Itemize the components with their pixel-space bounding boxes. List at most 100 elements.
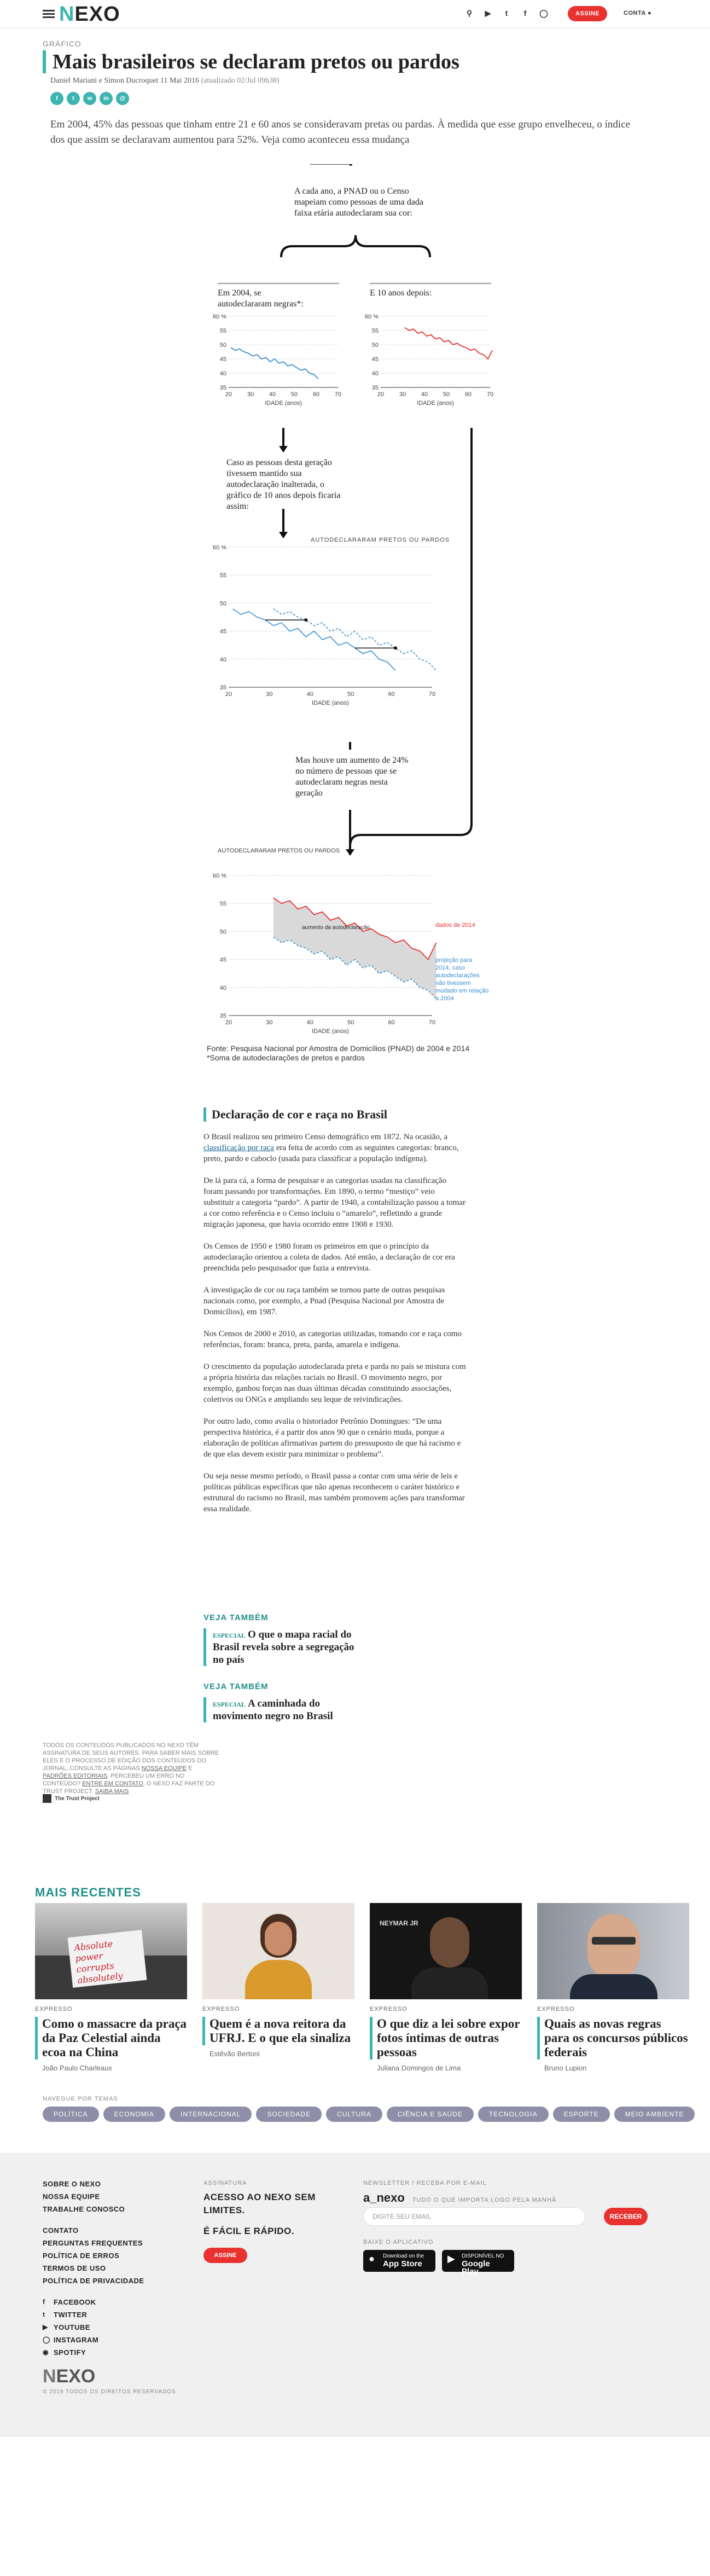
series-line [230, 347, 319, 380]
twitter-icon[interactable]: t [67, 92, 80, 105]
panel-10y-title: E 10 anos depois: [370, 288, 432, 298]
facebook-icon[interactable]: f [50, 92, 63, 105]
y-tick-label: 50 [220, 929, 226, 935]
x-tick-label: 60 [388, 1019, 394, 1026]
footer-link[interactable]: POLÍTICA DE PRIVACIDADE [43, 2277, 144, 2285]
apple-icon: ● [369, 2253, 375, 2264]
user-icon: ● [647, 10, 652, 16]
footer-link[interactable]: NOSSA EQUIPE [43, 2192, 100, 2201]
newsletter-desc: TUDO O QUE IMPORTA LOGO PELA MANHÃ [412, 2197, 557, 2203]
google-play-badge[interactable]: ▶ DISPONÍVEL NO Google Play [442, 2250, 514, 2276]
theme-pill[interactable]: TECNOLOGIA [478, 2107, 549, 2122]
instagram-icon[interactable]: ◯ [539, 8, 548, 18]
authors[interactable]: Daniel Mariani e Simon Ducroquet [50, 77, 159, 85]
trust-project-icon [43, 1794, 51, 1803]
social-label: TWITTER [54, 2311, 88, 2319]
theme-pill[interactable]: ESPORTE [552, 2107, 610, 2122]
recent-card[interactable]: EXPRESSO Quem é a nova reitora da UFRJ. … [202, 1903, 354, 2058]
paragraph-8: Ou seja nesse mesmo período, o Brasil pa… [203, 1472, 465, 1513]
theme-pill[interactable]: INTERNACIONAL [170, 2107, 252, 2122]
x-tick-label: 30 [266, 691, 272, 698]
footer-subscribe-button[interactable]: ASSINE [203, 2248, 247, 2263]
footer-logo[interactable]: NEXO [43, 2366, 96, 2387]
x-tick-label: 30 [399, 391, 406, 398]
social-twitter[interactable]: t TWITTER [43, 2308, 144, 2321]
subscribe-button[interactable]: ASSINE [568, 6, 607, 21]
contact-link[interactable]: ENTRE EM CONTATO [82, 1780, 143, 1787]
theme-pill[interactable]: ECONOMIA [103, 2107, 166, 2122]
y-tick-label: 55 [372, 328, 379, 334]
race-classification-link[interactable]: classificação por raça [203, 1144, 275, 1152]
y-tick-label: 55 [220, 572, 226, 579]
account-link[interactable]: CONTA ● [624, 10, 651, 16]
footer-link[interactable]: TERMOS DE USO [43, 2264, 106, 2272]
learn-more-link[interactable]: SAIBA MAIS [95, 1788, 129, 1795]
y-tick-label: 55 [220, 328, 226, 334]
recent-tag: EXPRESSO [202, 2006, 240, 2012]
y-tick-label: 60 % [365, 314, 379, 320]
header-icons: ⚲ ▶ t f ◯ [464, 8, 549, 19]
recent-title[interactable]: O que diz a lei sobre expor fotos íntima… [370, 2017, 522, 2059]
youtube-icon[interactable]: ▶ [485, 8, 491, 18]
footer-link[interactable]: CONTATO [43, 2226, 79, 2235]
label-projection: a 2004 [435, 995, 454, 1002]
email-icon[interactable]: @ [116, 92, 129, 105]
facebook-icon[interactable]: f [523, 9, 527, 18]
pub-date: 11 Mai 2016 [160, 77, 200, 85]
social-spotify[interactable]: ◉ SPOTIFY [43, 2346, 144, 2359]
team-link[interactable]: NOSSA EQUIPE [141, 1765, 187, 1772]
legal-text: . O NEXO FAZ PARTE DO TRUST PROJECT. [43, 1780, 215, 1795]
section-title: Declaração de cor e raça no Brasil [203, 1107, 387, 1122]
recent-title[interactable]: Como o massacre da praça da Paz Celestia… [35, 2017, 187, 2059]
social-youtube[interactable]: ▶ YOUTUBE [43, 2321, 144, 2334]
updated-date: (atualizado 02/Jul 09h38) [201, 77, 280, 85]
receive-button[interactable]: RECEBER [604, 2208, 648, 2225]
social-facebook[interactable]: f FACEBOOK [43, 2296, 144, 2308]
editorial-standards-link[interactable]: PADRÕES EDITORIAIS [43, 1773, 108, 1779]
recent-card[interactable]: NEYMAR JR EXPRESSO O que diz a lei sobre… [370, 1903, 522, 2072]
footer-link[interactable]: TRABALHE CONOSCO [43, 2205, 125, 2213]
footer-link[interactable]: POLÍTICA DE ERROS [43, 2252, 120, 2260]
recent-image[interactable]: Absolute power corrupts absolutely [35, 1903, 187, 1999]
see-also-card[interactable]: ESPECIAL O que o mapa racial do Brasil re… [203, 1628, 368, 1666]
subscription-text-2: É FÁCIL E RÁPIDO. [203, 2226, 294, 2236]
theme-pill[interactable]: MEIO AMBIENTE [614, 2107, 695, 2122]
linkedin-icon[interactable]: in [100, 92, 113, 105]
recent-card[interactable]: EXPRESSO Quais as novas regras para os c… [537, 1903, 689, 2072]
menu-icon[interactable] [43, 10, 55, 19]
paragraph-1: O Brasil realizou seu primeiro Censo dem… [203, 1132, 466, 1164]
site-footer: SOBRE O NEXO NOSSA EQUIPE TRABALHE CONOS… [0, 2153, 710, 2437]
theme-pill[interactable]: CIÊNCIA E SAÚDE [386, 2107, 474, 2122]
label-projection: 2014, caso [435, 965, 465, 971]
see-also-card[interactable]: ESPECIAL A caminhada do movimento negro n… [203, 1697, 368, 1722]
recent-image[interactable] [537, 1903, 689, 1999]
theme-pill[interactable]: CULTURA [326, 2107, 382, 2122]
whatsapp-icon[interactable]: w [83, 92, 96, 105]
social-instagram[interactable]: ◯ INSTAGRAM [43, 2334, 144, 2346]
trust-project-badge[interactable]: The Trust Project [43, 1794, 100, 1803]
twitter-icon[interactable]: t [505, 9, 508, 18]
see-also-title[interactable]: A caminhada do movimento negro no Brasil [213, 1698, 333, 1722]
footer-link[interactable]: PERGUNTAS FREQUENTES [43, 2239, 143, 2247]
search-icon[interactable]: ⚲ [466, 8, 473, 18]
app-store-badge[interactable]: ● Download on the App Store [363, 2250, 435, 2272]
recent-card[interactable]: Absolute power corrupts absolutely EXPRE… [35, 1903, 187, 2072]
flow-line [349, 823, 473, 846]
footer-link[interactable]: SOBRE O NEXO [43, 2180, 101, 2188]
theme-pill[interactable]: SOCIEDADE [256, 2107, 322, 2122]
email-input[interactable]: DIGITE SEU EMAIL [363, 2207, 585, 2226]
recent-image[interactable]: NEYMAR JR [370, 1903, 522, 1999]
x-tick-label: 70 [335, 391, 341, 398]
x-tick-label: 40 [307, 1019, 313, 1026]
see-also-title[interactable]: O que o mapa racial do Brasil revela sob… [213, 1629, 354, 1666]
theme-pill[interactable]: POLÍTICA [43, 2107, 99, 2122]
recent-image[interactable] [202, 1903, 354, 1999]
x-axis-label: IDADE (anos) [312, 1028, 349, 1035]
recent-title[interactable]: Quem é a nova reitora da UFRJ. E o que e… [202, 2017, 354, 2045]
recent-title[interactable]: Quais as novas regras para os concursos … [537, 2017, 689, 2059]
x-tick-label: 50 [347, 1019, 354, 1026]
footer-links: SOBRE O NEXO NOSSA EQUIPE TRABALHE CONOS… [43, 2178, 144, 2359]
series-line [273, 897, 437, 961]
paragraph-2: De lá para cá, a forma de pesquisar e as… [203, 1176, 465, 1229]
nexo-logo[interactable]: NEXO [59, 3, 120, 26]
